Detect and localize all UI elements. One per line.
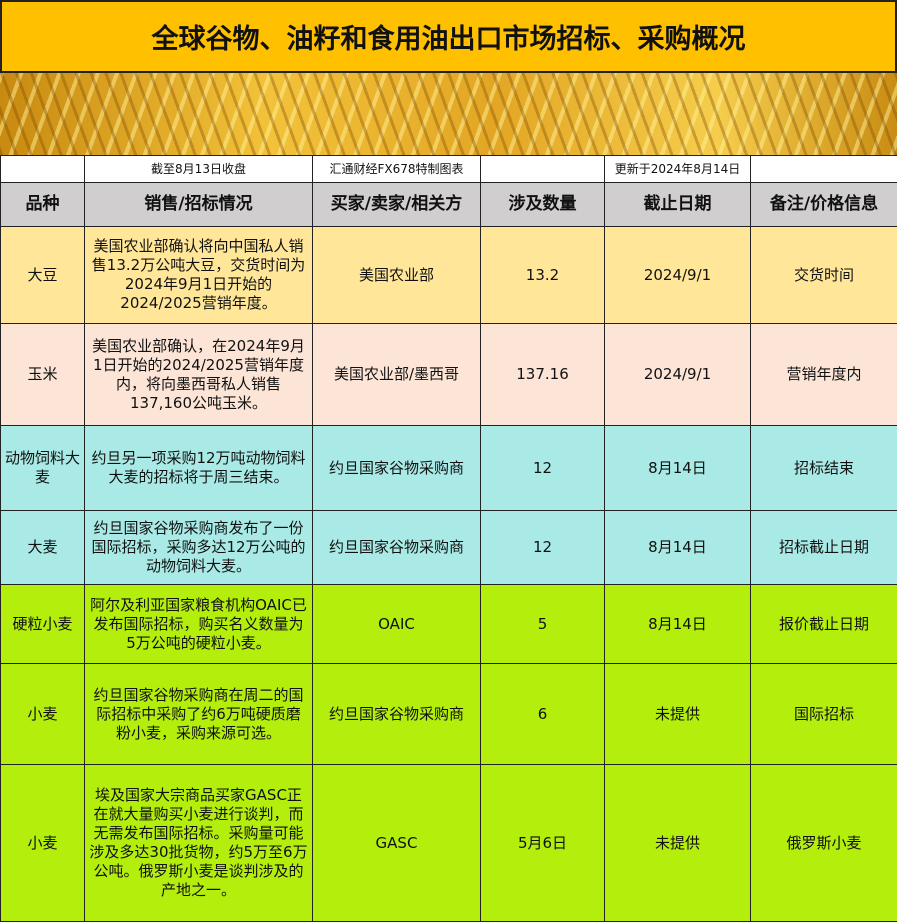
cell-details: 约旦国家谷物采购商在周二的国际招标中采购了约6万吨硬质磨粉小麦，采购来源可选。 — [84, 663, 313, 765]
table-row: 玉米 美国农业部确认，在2024年9月1日开始的2024/2025营销年度内，将向… — [0, 323, 897, 426]
cell-variety: 大豆 — [0, 226, 85, 324]
cell-details: 埃及国家大宗商品买家GASC正在就大量购买小麦进行谈判，而无需发布国际招标。采购… — [84, 764, 313, 922]
header-deadline: 截止日期 — [604, 182, 751, 227]
header-variety: 品种 — [0, 182, 85, 227]
info-row: 截至8月13日收盘 汇通财经FX678特制图表 更新于2024年8月14日 — [0, 155, 897, 183]
cell-deadline: 未提供 — [604, 764, 751, 922]
cell-quantity: 6 — [480, 663, 605, 765]
cell-deadline: 8月14日 — [604, 425, 751, 511]
cell-variety: 硬粒小麦 — [0, 584, 85, 664]
cell-details: 美国农业部确认，在2024年9月1日开始的2024/2025营销年度内，将向墨西… — [84, 323, 313, 426]
cell-quantity: 12 — [480, 510, 605, 585]
table-row: 小麦 埃及国家大宗商品买家GASC正在就大量购买小麦进行谈判，而无需发布国际招标。… — [0, 764, 897, 922]
cell-party: 约旦国家谷物采购商 — [312, 663, 481, 765]
tender-table: 截至8月13日收盘 汇通财经FX678特制图表 更新于2024年8月14日 品种… — [0, 155, 897, 922]
cell-notes: 俄罗斯小麦 — [750, 764, 897, 922]
cell-notes: 国际招标 — [750, 663, 897, 765]
header-quantity: 涉及数量 — [480, 182, 605, 227]
cell-variety: 动物饲料大麦 — [0, 425, 85, 511]
close-date-note: 截至8月13日收盘 — [84, 155, 313, 183]
cell-notes: 交货时间 — [750, 226, 897, 324]
cell-deadline: 8月14日 — [604, 510, 751, 585]
cell-party: 美国农业部/墨西哥 — [312, 323, 481, 426]
cell-party: OAIC — [312, 584, 481, 664]
cell-variety: 大麦 — [0, 510, 85, 585]
cell-party: 美国农业部 — [312, 226, 481, 324]
header-details: 销售/招标情况 — [84, 182, 313, 227]
cell-deadline: 2024/9/1 — [604, 226, 751, 324]
table-row: 硬粒小麦 阿尔及利亚国家粮食机构OAIC已发布国际招标，购买名义数量为5万公吨的硬… — [0, 584, 897, 664]
cell-variety: 玉米 — [0, 323, 85, 426]
cell-quantity: 12 — [480, 425, 605, 511]
cell-details: 阿尔及利亚国家粮食机构OAIC已发布国际招标，购买名义数量为5万公吨的硬粒小麦。 — [84, 584, 313, 664]
cell-notes: 招标截止日期 — [750, 510, 897, 585]
header-row: 品种 销售/招标情况 买家/卖家/相关方 涉及数量 截止日期 备注/价格信息 — [0, 182, 897, 227]
cell-party: GASC — [312, 764, 481, 922]
cell-quantity: 5月6日 — [480, 764, 605, 922]
cell-deadline: 8月14日 — [604, 584, 751, 664]
cell-details: 美国农业部确认将向中国私人销售13.2万公吨大豆，交货时间为2024年9月1日开… — [84, 226, 313, 324]
cell-notes: 营销年度内 — [750, 323, 897, 426]
cell-quantity: 13.2 — [480, 226, 605, 324]
table-row: 动物饲料大麦 约旦另一项采购12万吨动物饲料大麦的招标将于周三结束。 约旦国家谷物采… — [0, 425, 897, 511]
info-cell — [750, 155, 897, 183]
info-cell — [480, 155, 605, 183]
table-row: 小麦 约旦国家谷物采购商在周二的国际招标中采购了约6万吨硬质磨粉小麦，采购来源可选… — [0, 663, 897, 765]
header-notes: 备注/价格信息 — [750, 182, 897, 227]
cell-variety: 小麦 — [0, 663, 85, 765]
cell-notes: 报价截止日期 — [750, 584, 897, 664]
cell-quantity: 137.16 — [480, 323, 605, 426]
table-row: 大麦 约旦国家谷物采购商发布了一份国际招标，采购多达12万公吨的动物饲料大麦。 约旦… — [0, 510, 897, 585]
cell-details: 约旦国家谷物采购商发布了一份国际招标，采购多达12万公吨的动物饲料大麦。 — [84, 510, 313, 585]
cell-party: 约旦国家谷物采购商 — [312, 425, 481, 511]
cell-quantity: 5 — [480, 584, 605, 664]
cell-details: 约旦另一项采购12万吨动物饲料大麦的招标将于周三结束。 — [84, 425, 313, 511]
cell-deadline: 未提供 — [604, 663, 751, 765]
cell-party: 约旦国家谷物采购商 — [312, 510, 481, 585]
cell-variety: 小麦 — [0, 764, 85, 922]
source-note: 汇通财经FX678特制图表 — [312, 155, 481, 183]
cell-deadline: 2024/9/1 — [604, 323, 751, 426]
page-title: 全球谷物、油籽和食用油出口市场招标、采购概况 — [0, 0, 897, 73]
wheat-banner-image — [0, 73, 897, 155]
cell-notes: 招标结束 — [750, 425, 897, 511]
info-cell — [0, 155, 85, 183]
header-party: 买家/卖家/相关方 — [312, 182, 481, 227]
table-row: 大豆 美国农业部确认将向中国私人销售13.2万公吨大豆，交货时间为2024年9月1… — [0, 226, 897, 324]
update-date-note: 更新于2024年8月14日 — [604, 155, 751, 183]
